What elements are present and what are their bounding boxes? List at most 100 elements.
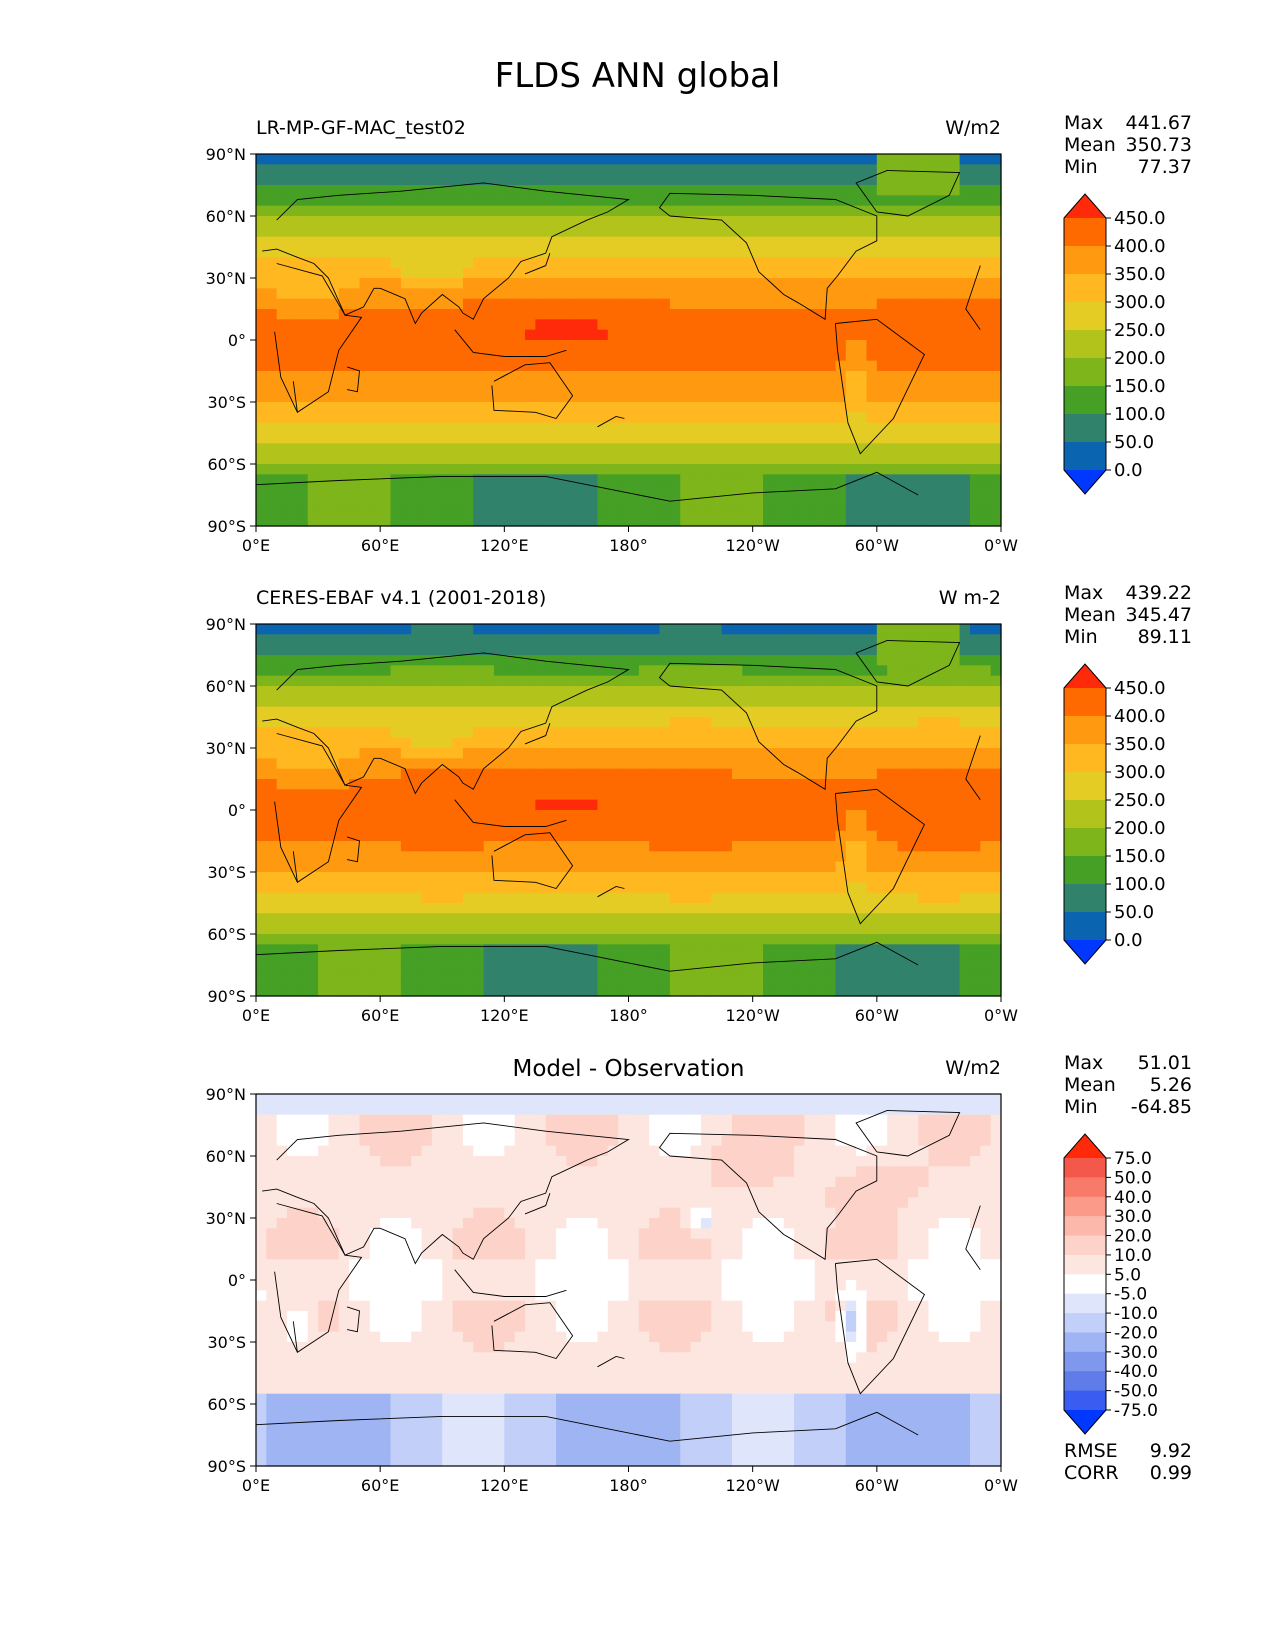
field-cell — [576, 892, 588, 904]
field-cell — [794, 810, 806, 821]
field-cell — [400, 706, 412, 718]
field-cell — [369, 644, 381, 656]
field-cell — [876, 882, 888, 894]
field-cell — [928, 872, 940, 883]
field-cell — [287, 892, 298, 904]
field-cell — [980, 758, 992, 770]
field-cell — [938, 391, 950, 403]
field-cell — [504, 696, 516, 708]
field-cell — [794, 257, 806, 269]
field-cell — [804, 727, 816, 739]
field-cell — [804, 737, 816, 749]
field-cell — [711, 371, 723, 382]
field-cell — [669, 257, 681, 269]
field-cell — [287, 841, 298, 852]
field-cell — [256, 319, 267, 331]
field-cell — [369, 216, 381, 227]
field-cell — [938, 748, 950, 759]
field-cell — [297, 737, 309, 749]
field-cell — [266, 737, 278, 749]
field-cell — [990, 402, 1002, 413]
field-cell — [442, 309, 454, 320]
field-cell — [256, 371, 267, 382]
field-cell — [400, 789, 412, 801]
field-cell — [794, 174, 806, 186]
field-cell — [369, 340, 381, 351]
field-cell — [628, 236, 640, 248]
field-cell — [359, 861, 371, 873]
field-cell — [825, 717, 837, 728]
field-cell — [638, 288, 650, 300]
field-cell — [504, 505, 516, 517]
field-cell — [907, 789, 919, 801]
field-cell — [928, 799, 940, 811]
field-cell — [431, 727, 443, 739]
field-cell — [473, 789, 485, 801]
field-cell — [628, 515, 640, 527]
field-cell — [535, 934, 547, 945]
field-cell — [721, 861, 733, 873]
field-cell — [763, 247, 774, 258]
field-cell — [297, 779, 309, 790]
field-cell — [359, 717, 371, 728]
field-cell — [349, 675, 361, 687]
field-cell — [256, 443, 267, 455]
field-cell — [369, 319, 381, 331]
field-cell — [493, 655, 505, 666]
field-cell — [525, 944, 536, 956]
field-cell — [328, 655, 340, 666]
field-cell — [452, 892, 464, 904]
field-cell — [876, 913, 888, 925]
field-cell — [390, 412, 402, 424]
field-cell — [938, 624, 950, 635]
field-cell — [711, 644, 723, 656]
field-cell — [835, 913, 847, 925]
field-cell — [990, 474, 1002, 486]
field-cell — [969, 371, 981, 382]
field-cell — [607, 505, 619, 517]
field-cell — [390, 154, 402, 165]
field-cell — [866, 340, 878, 351]
field-cell — [763, 288, 774, 300]
field-cell — [535, 484, 547, 496]
field-cell — [349, 789, 361, 801]
field-cell — [349, 484, 361, 496]
field-cell — [700, 484, 712, 496]
field-cell — [411, 810, 423, 821]
field-cell — [276, 422, 288, 434]
field-cell — [949, 634, 961, 646]
field-cell — [349, 298, 361, 310]
field-cell — [349, 923, 361, 935]
field-cell — [276, 944, 288, 956]
field-cell — [876, 624, 888, 635]
field-cell — [897, 882, 909, 894]
field-cell — [835, 350, 847, 362]
field-cell — [928, 789, 940, 801]
field-cell — [390, 696, 402, 708]
field-cell — [287, 872, 298, 883]
field-cell — [338, 226, 350, 238]
field-cell — [938, 841, 950, 852]
field-cell — [814, 799, 826, 811]
field-cell — [442, 841, 454, 852]
field-cell — [380, 515, 392, 527]
field-cell — [938, 267, 950, 279]
field-cell — [535, 474, 547, 486]
field-cell — [690, 433, 702, 444]
field-cell — [649, 696, 661, 708]
field-cell — [969, 329, 981, 341]
field-cell — [318, 789, 330, 801]
field-cell — [752, 391, 764, 403]
field-cell — [835, 934, 847, 945]
field-cell — [266, 748, 278, 759]
field-cell — [649, 412, 661, 424]
field-cell — [856, 923, 868, 935]
field-cell — [928, 861, 940, 873]
field-cell — [276, 882, 288, 894]
field-cell — [938, 686, 950, 697]
field-cell — [483, 768, 495, 780]
field-cell — [783, 350, 795, 362]
field-cell — [752, 257, 764, 269]
field-cell — [380, 913, 392, 925]
field-cell — [390, 717, 402, 728]
